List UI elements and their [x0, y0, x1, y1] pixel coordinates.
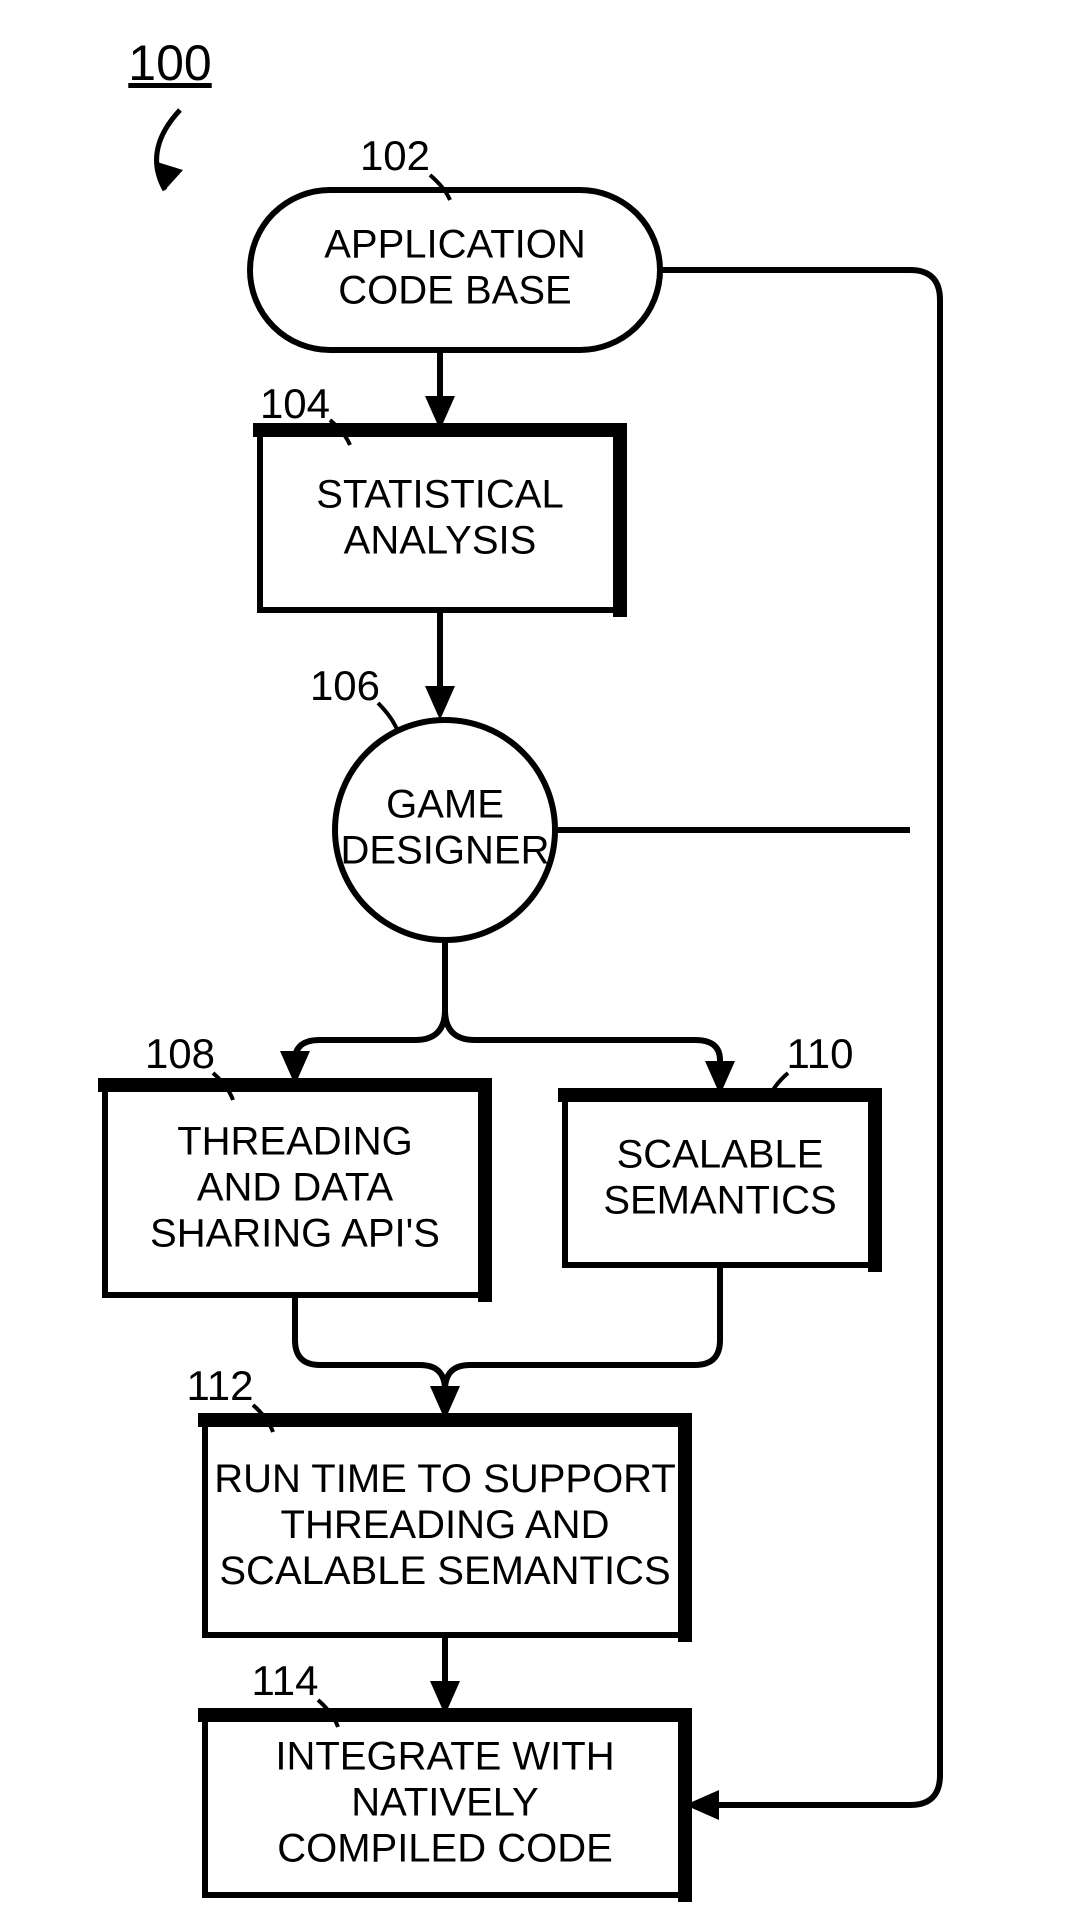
ref-n108: 108 [145, 1030, 215, 1077]
node-n102-line0: APPLICATION [324, 223, 586, 267]
flowchart-figure: APPLICATIONCODE BASE 102 STATISTICALANALYS… [0, 0, 1085, 1919]
node-n114-line0: INTEGRATE WITH [275, 1735, 614, 1779]
node-n114-line1: NATIVELY [351, 1781, 538, 1825]
ref-n106: 106 [310, 662, 380, 709]
figure-ref: 100 [128, 35, 211, 91]
node-n108: THREADINGAND DATASHARING API'S [105, 1085, 485, 1295]
ref-n110: 110 [787, 1030, 854, 1077]
node-n102: APPLICATIONCODE BASE [250, 190, 660, 350]
node-n108-line2: SHARING API'S [150, 1212, 440, 1256]
edge-3 [445, 940, 720, 1095]
node-n112-line0: RUN TIME TO SUPPORT [214, 1457, 676, 1501]
ref-n102: 102 [360, 132, 430, 179]
node-n110-line1: SEMANTICS [603, 1179, 836, 1223]
ref-lead-n106 [378, 703, 398, 732]
node-n110: SCALABLESEMANTICS [565, 1095, 875, 1265]
node-n104: STATISTICALANALYSIS [260, 430, 620, 610]
node-n112: RUN TIME TO SUPPORTTHREADING ANDSCALABLE… [205, 1420, 685, 1635]
node-n106-line1: DESIGNER [341, 829, 550, 873]
node-n108-line0: THREADING [177, 1120, 413, 1164]
node-n114: INTEGRATE WITHNATIVELYCOMPILED CODE [205, 1715, 685, 1895]
edge-4 [295, 1295, 445, 1420]
node-n106: GAMEDESIGNER [335, 720, 555, 940]
node-n106-line0: GAME [386, 783, 504, 827]
node-n112-line1: THREADING AND [281, 1503, 610, 1547]
ref-n114: 114 [252, 1657, 319, 1704]
ref-n112: 112 [187, 1362, 254, 1409]
node-n104-line1: ANALYSIS [344, 519, 537, 563]
node-n104-line0: STATISTICAL [316, 473, 563, 517]
ref-n104: 104 [260, 380, 330, 427]
node-n114-line2: COMPILED CODE [277, 1827, 613, 1871]
node-n110-line0: SCALABLE [617, 1133, 824, 1177]
edge-2 [295, 940, 445, 1085]
node-n112-line2: SCALABLE SEMANTICS [219, 1549, 670, 1593]
arrowhead-icon [425, 686, 455, 720]
node-n108-line1: AND DATA [197, 1166, 394, 1210]
node-n102-line1: CODE BASE [338, 269, 571, 313]
